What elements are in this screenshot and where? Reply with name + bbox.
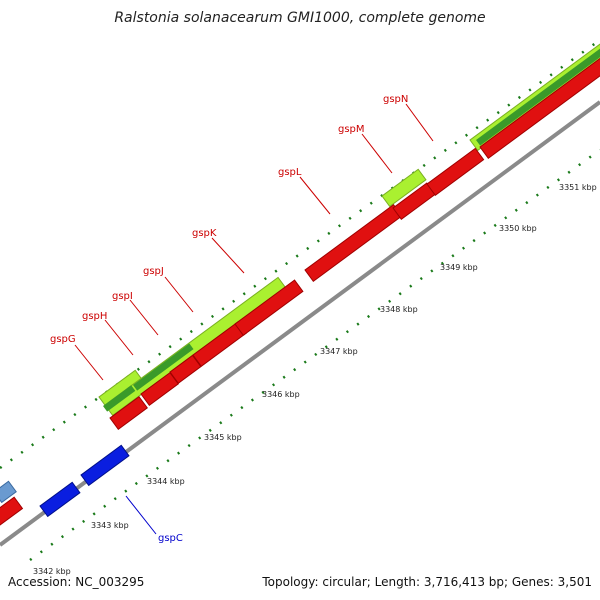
gspN-leader (405, 103, 434, 142)
gene-gspC[interactable] (39, 481, 81, 518)
accession-label: Accession: NC_003295 (8, 575, 145, 589)
genome-summary-label: Topology: circular; Length: 3,716,413 bp… (262, 575, 592, 589)
gene-label-gspM: gspM (338, 124, 365, 135)
scale-label: 3346 kbp (262, 390, 300, 399)
scale-label: 3350 kbp (499, 224, 537, 233)
gene-label-gspK: gspK (192, 228, 217, 239)
scale-label: 3343 kbp (91, 521, 129, 530)
scale-label: 3351 kbp (559, 183, 597, 192)
gene-label-gspH: gspH (82, 311, 107, 322)
gene-label-gspG: gspG (50, 334, 76, 345)
scale-label: 3348 kbp (380, 305, 418, 314)
gspH-leader (104, 319, 134, 356)
gene-label-gspC: gspC (158, 533, 183, 544)
gene-gspI[interactable] (169, 354, 202, 384)
gene-cds[interactable] (479, 51, 600, 159)
feature-track-dark (103, 45, 600, 412)
gene-reverse-cds[interactable] (0, 480, 17, 504)
gene-label-gspI: gspI (112, 291, 133, 302)
scale-label: 3347 kbp (320, 347, 358, 356)
scale-label: 3342 kbp (33, 567, 71, 576)
map-title: Ralstonia solanacearum GMI1000, complete… (114, 10, 486, 26)
scale-label: 3344 kbp (147, 477, 185, 486)
gene-label-gspL: gspL (278, 167, 302, 178)
gene-reverse-cds[interactable] (80, 444, 130, 487)
rna-feature-dark[interactable] (476, 45, 600, 146)
gspM-leader (361, 133, 393, 174)
forward-cds-track (0, 51, 600, 527)
gene-gspL[interactable] (304, 204, 403, 282)
inner-tick-track (29, 148, 600, 562)
reverse-cds-track (0, 444, 130, 518)
gspC-leader (125, 495, 157, 535)
scale-label: 3349 kbp (440, 263, 478, 272)
rna-feature-dark[interactable] (103, 385, 136, 412)
gene-label-gspJ: gspJ (143, 266, 164, 277)
gspL-leader (299, 176, 331, 215)
gene-gspG[interactable] (109, 395, 148, 430)
gene-label-gspN: gspN (383, 94, 408, 105)
gspJ-leader (164, 276, 194, 313)
gene-gspK[interactable] (234, 279, 304, 336)
rna-feature[interactable] (381, 168, 427, 208)
scale-label: 3345 kbp (204, 433, 242, 442)
gspG-leader (74, 344, 104, 381)
gspI-leader (129, 299, 159, 336)
gene-cds[interactable] (0, 496, 24, 527)
outer-tick-track (0, 38, 600, 470)
gspK-leader (211, 237, 245, 274)
rna-feature-dark[interactable] (133, 343, 194, 391)
gene-gspN[interactable] (426, 147, 485, 196)
